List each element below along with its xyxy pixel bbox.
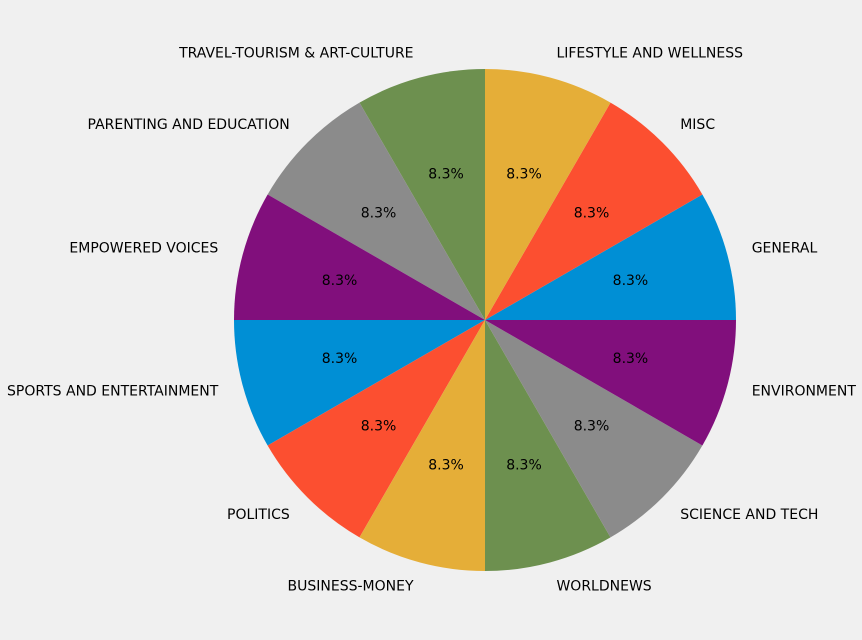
category-label-parenting-and-education: PARENTING AND EDUCATION	[88, 117, 290, 133]
percent-label-worldnews: 8.3%	[506, 457, 542, 473]
pie-slice-sports-and-entertainment	[234, 320, 485, 446]
pie-slice-misc	[485, 102, 703, 320]
percent-label-empowered-voices: 8.3%	[322, 273, 358, 289]
percent-label-business-money: 8.3%	[428, 457, 464, 473]
category-label-travel-tourism-art-culture: TRAVEL-TOURISM & ART-CULTURE	[178, 45, 413, 61]
category-label-science-and-tech: SCIENCE AND TECH	[680, 507, 818, 523]
pie-percent-labels: 8.3% 8.3% 8.3% 8.3% 8.3% 8.3% 8.3% 8.3% 8.3% 8.3%…	[322, 167, 649, 474]
percent-label-travel-tourism-art-culture: 8.3%	[428, 167, 464, 183]
percent-label-general: 8.3%	[613, 273, 649, 289]
pie-slice-empowered-voices	[234, 194, 485, 320]
pie-slice-science-and-tech	[485, 320, 703, 538]
category-label-general: GENERAL	[752, 241, 818, 257]
percent-label-environment: 8.3%	[613, 351, 649, 367]
pie-slices	[234, 69, 736, 571]
category-label-politics: POLITICS	[227, 507, 290, 523]
pie-slice-parenting-and-education	[267, 102, 485, 320]
pie-slice-environment	[485, 320, 736, 446]
pie-slice-business-money	[359, 320, 485, 571]
category-label-worldnews: WORLDNEWS	[556, 579, 651, 595]
pie-category-labels: GENERAL MISC LIFESTYLE AND WELLNESS TRAVEL-…	[7, 45, 856, 594]
percent-label-sports-and-entertainment: 8.3%	[322, 351, 358, 367]
category-label-lifestyle-and-wellness: LIFESTYLE AND WELLNESS	[556, 45, 743, 61]
pie-slice-worldnews	[485, 320, 611, 571]
percent-label-misc: 8.3%	[574, 206, 610, 222]
category-label-empowered-voices: EMPOWERED VOICES	[69, 241, 218, 257]
pie-slice-politics	[267, 320, 485, 538]
category-label-business-money: BUSINESS-MONEY	[288, 579, 414, 595]
percent-label-parenting-and-education: 8.3%	[361, 206, 397, 222]
pie-slice-general	[485, 194, 736, 320]
percent-label-lifestyle-and-wellness: 8.3%	[506, 167, 542, 183]
category-label-misc: MISC	[680, 117, 715, 133]
percent-label-science-and-tech: 8.3%	[574, 418, 610, 434]
category-label-environment: ENVIRONMENT	[752, 383, 857, 399]
category-label-sports-and-entertainment: SPORTS AND ENTERTAINMENT	[7, 383, 219, 399]
percent-label-politics: 8.3%	[361, 418, 397, 434]
pie-slice-travel-tourism-art-culture	[359, 69, 485, 320]
pie-slice-lifestyle-and-wellness	[485, 69, 611, 320]
